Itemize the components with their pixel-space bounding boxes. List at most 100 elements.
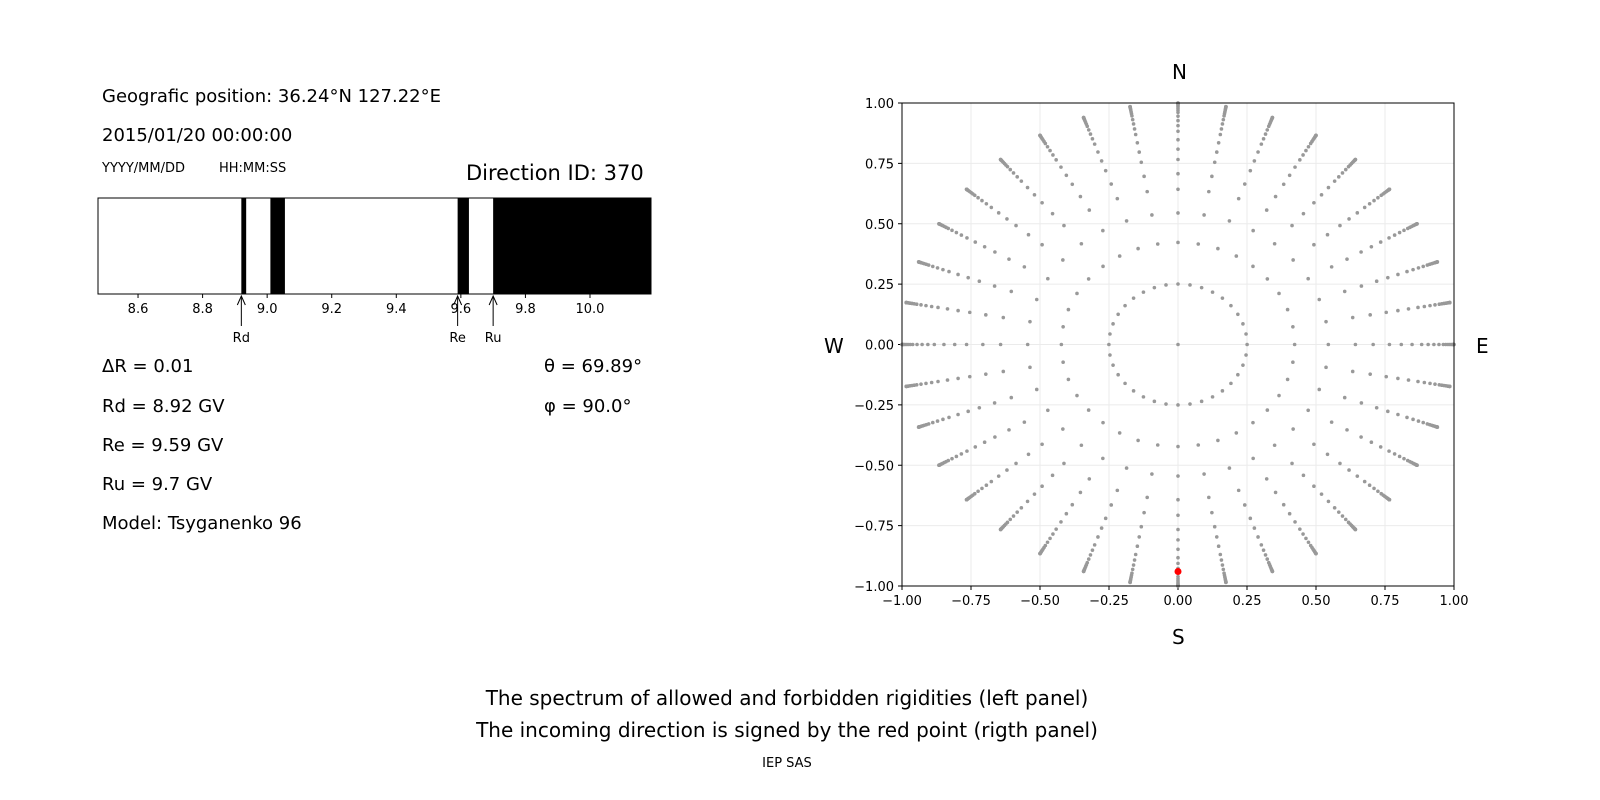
direction-point (1387, 187, 1392, 192)
direction-point (1188, 283, 1192, 287)
direction-point (1123, 381, 1127, 386)
direction-point (935, 419, 940, 423)
caption-line-1: The spectrum of allowed and forbidden ri… (485, 686, 1089, 710)
delta-r: ΔR = 0.01 (102, 356, 194, 377)
direction-point (1369, 440, 1374, 444)
direction-point (1399, 342, 1404, 347)
direction-point (1025, 499, 1030, 504)
forbidden-band (457, 198, 469, 294)
direction-point (1011, 171, 1016, 175)
direction-point (1396, 308, 1400, 313)
direction-point (1251, 456, 1255, 461)
direction-point (1256, 150, 1260, 154)
direction-point (1219, 127, 1224, 131)
direction-point (1096, 150, 1100, 154)
direction-point (952, 342, 957, 347)
ru-value: Ru = 9.7 GV (102, 474, 213, 495)
direction-point (1312, 200, 1316, 205)
direction-point (1343, 517, 1348, 522)
direction-point (904, 384, 908, 389)
y-tick-label: 1.00 (865, 97, 894, 112)
direction-point (1132, 558, 1137, 562)
direction-point (973, 240, 978, 244)
direction-point (998, 527, 1003, 532)
direction-point (1291, 427, 1295, 431)
direction-point (1353, 157, 1358, 162)
direction-point (1421, 420, 1426, 425)
direction-point (959, 233, 964, 237)
direction-point (1176, 497, 1180, 502)
direction-point (1270, 115, 1275, 120)
x-tick-label: 8.8 (192, 302, 213, 317)
direction-point (1117, 431, 1122, 435)
direction-point (1139, 160, 1144, 165)
direction-point (1015, 175, 1020, 179)
direction-point (1326, 342, 1331, 347)
direction-point (1402, 456, 1406, 461)
direction-point (1176, 444, 1180, 449)
direction-point (1343, 167, 1348, 172)
direction-point (1396, 376, 1400, 381)
direction-point (964, 342, 969, 347)
direction-point (954, 230, 959, 235)
direction-point (1101, 264, 1105, 269)
direction-point (1368, 372, 1372, 376)
marker-label-ru: Ru (485, 331, 502, 346)
direction-point (1359, 435, 1363, 439)
direction-point (1422, 380, 1427, 385)
direction-point (1432, 342, 1436, 347)
direction-point (1285, 307, 1290, 312)
y-tick-label: −0.75 (854, 520, 894, 535)
direction-point (1135, 544, 1140, 548)
direction-point (1244, 332, 1248, 336)
x-tick-label: 0.50 (1302, 594, 1331, 609)
direction-point (1212, 160, 1217, 165)
direction-point (1176, 342, 1180, 347)
direction-point (1079, 241, 1084, 246)
direction-point (1350, 315, 1355, 320)
direction-point (993, 435, 997, 439)
direction-point (956, 376, 960, 381)
direction-point (1022, 265, 1027, 269)
direction-point (1265, 408, 1270, 412)
direction-point (1415, 221, 1419, 226)
direction-point (1347, 468, 1351, 472)
direction-point (1219, 558, 1224, 562)
direction-point (1244, 353, 1248, 357)
direction-point (1374, 279, 1379, 284)
direction-point (1324, 319, 1328, 324)
direction-point (1342, 395, 1347, 400)
direction-point (1145, 189, 1149, 194)
direction-point (1220, 389, 1225, 393)
direction-point (1290, 461, 1294, 466)
direction-point (964, 187, 969, 192)
direction-point (1075, 393, 1079, 398)
direction-point (1376, 489, 1380, 494)
direction-point (1061, 427, 1065, 431)
direction-point (1359, 250, 1363, 254)
direction-point (1220, 296, 1225, 300)
direction-point (966, 275, 970, 280)
direction-point (1078, 490, 1083, 495)
direction-point (1059, 342, 1064, 347)
direction-point (1236, 196, 1241, 201)
direction-point (930, 420, 935, 425)
direction-point (1405, 415, 1409, 420)
direction-point (941, 417, 945, 422)
direction-point (956, 272, 960, 277)
direction-point (1273, 490, 1278, 495)
direction-point (1345, 428, 1349, 432)
x-tick-label: 0.25 (1233, 594, 1262, 609)
direction-point (1378, 240, 1383, 244)
marker-arrowhead (236, 294, 246, 306)
direction-point (1019, 179, 1024, 183)
direction-point (1350, 369, 1355, 374)
y-tick-label: 0.25 (865, 278, 894, 293)
direction-point (1292, 342, 1297, 347)
direction-point (954, 454, 959, 459)
direction-point (1416, 419, 1421, 423)
direction-point (945, 307, 950, 311)
direction-point (1128, 580, 1132, 585)
direction-point (1396, 412, 1400, 417)
